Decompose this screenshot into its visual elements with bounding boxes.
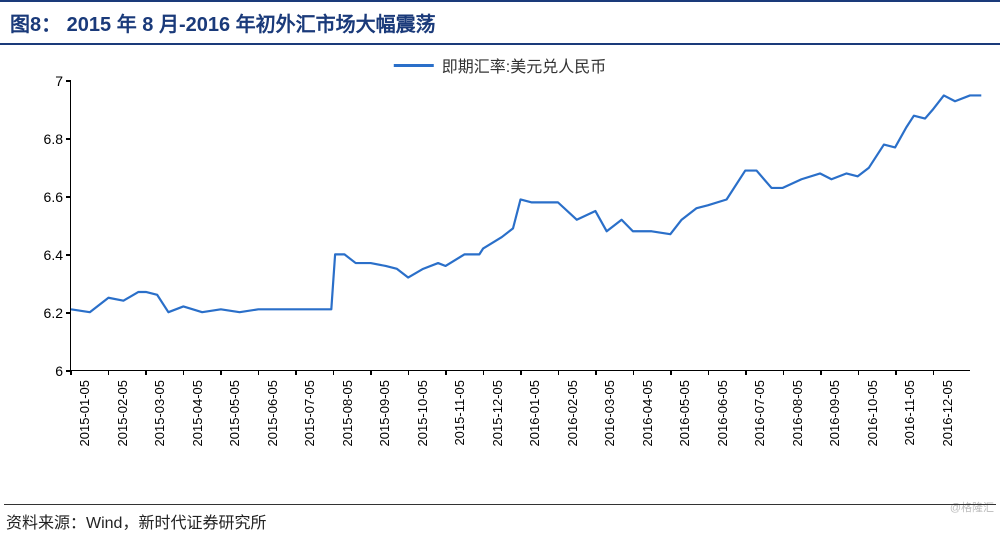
x-axis-tick-mark: [783, 370, 785, 375]
x-axis-tick-label: 2015-12-05: [490, 380, 505, 447]
y-axis-tick-label: 6.6: [44, 189, 63, 205]
y-axis-tick-label: 6.4: [44, 247, 63, 263]
x-axis-tick-label: 2016-06-05: [715, 380, 730, 447]
x-axis-tick-mark: [520, 370, 522, 375]
footer: 资料来源：Wind，新时代证券研究所: [0, 504, 1000, 533]
y-axis-tick-mark: [66, 312, 71, 314]
x-axis-tick-label: 2016-03-05: [602, 380, 617, 447]
y-axis-tick-mark: [66, 138, 71, 140]
x-axis-tick-mark: [258, 370, 260, 375]
y-axis-tick-label: 6.2: [44, 305, 63, 321]
x-axis-tick-mark: [558, 370, 560, 375]
x-axis-tick-mark: [445, 370, 447, 375]
x-axis-tick-mark: [633, 370, 635, 375]
y-axis-tick-label: 7: [55, 73, 63, 89]
x-axis-tick-label: 2015-01-05: [77, 380, 92, 447]
y-axis-tick-mark: [66, 80, 71, 82]
legend-label: 即期汇率:美元兑人民币: [442, 53, 606, 77]
x-axis-tick-mark: [333, 370, 335, 375]
x-axis-tick-label: 2015-05-05: [227, 380, 242, 447]
exchange-rate-line: [71, 95, 981, 312]
x-axis-tick-mark: [295, 370, 297, 375]
x-axis-tick-label: 2015-06-05: [265, 380, 280, 447]
x-axis-tick-mark: [595, 370, 597, 375]
x-axis-tick-mark: [70, 370, 72, 375]
figure-title-bar: 图8： 2015 年 8 月-2016 年初外汇市场大幅震荡: [0, 0, 1000, 45]
x-axis-tick-mark: [895, 370, 897, 375]
x-axis-tick-label: 2015-07-05: [302, 380, 317, 447]
x-axis-tick-label: 2016-07-05: [752, 380, 767, 447]
line-chart-svg: [71, 81, 970, 370]
x-axis-tick-label: 2016-02-05: [565, 380, 580, 447]
x-axis-tick-mark: [183, 370, 185, 375]
y-axis-tick-mark: [66, 196, 71, 198]
x-axis-tick-label: 2015-11-05: [452, 380, 467, 446]
x-axis-tick-mark: [933, 370, 935, 375]
y-axis-tick-label: 6.8: [44, 131, 63, 147]
x-axis-tick-mark: [408, 370, 410, 375]
x-axis-tick-mark: [820, 370, 822, 375]
x-axis-tick-label: 2015-04-05: [190, 380, 205, 447]
x-axis-tick-mark: [108, 370, 110, 375]
footer-rule: [4, 504, 996, 505]
x-axis-tick-label: 2016-08-05: [790, 380, 805, 447]
x-axis-tick-mark: [670, 370, 672, 375]
x-axis-tick-label: 2016-12-05: [940, 380, 955, 447]
x-axis-tick-mark: [708, 370, 710, 375]
y-axis-tick-mark: [66, 254, 71, 256]
legend: 即期汇率:美元兑人民币: [394, 53, 606, 77]
x-axis-tick-label: 2016-01-05: [527, 380, 542, 447]
legend-swatch: [394, 64, 434, 67]
x-axis-tick-label: 2015-09-05: [377, 380, 392, 447]
x-axis-tick-label: 2015-03-05: [152, 380, 167, 447]
x-axis-tick-mark: [483, 370, 485, 375]
chart-area: 即期汇率:美元兑人民币 66.26.46.66.872015-01-052015…: [20, 53, 980, 473]
source-text: 资料来源：Wind，新时代证券研究所: [0, 509, 1000, 533]
x-axis-tick-label: 2016-10-05: [865, 380, 880, 447]
x-axis-tick-mark: [745, 370, 747, 375]
x-axis-tick-label: 2016-05-05: [677, 380, 692, 447]
figure-title: 图8： 2015 年 8 月-2016 年初外汇市场大幅震荡: [10, 8, 990, 37]
x-axis-tick-mark: [220, 370, 222, 375]
x-axis-tick-label: 2015-08-05: [340, 380, 355, 447]
x-axis-tick-label: 2016-11-05: [902, 380, 917, 446]
x-axis-tick-label: 2016-04-05: [640, 380, 655, 447]
x-axis-tick-label: 2015-10-05: [415, 380, 430, 447]
y-axis-tick-label: 6: [55, 363, 63, 379]
x-axis-tick-label: 2016-09-05: [827, 380, 842, 447]
x-axis-tick-mark: [145, 370, 147, 375]
plot-region: 66.26.46.66.872015-01-052015-02-052015-0…: [70, 81, 970, 371]
x-axis-tick-mark: [858, 370, 860, 375]
x-axis-tick-label: 2015-02-05: [115, 380, 130, 447]
x-axis-tick-mark: [370, 370, 372, 375]
